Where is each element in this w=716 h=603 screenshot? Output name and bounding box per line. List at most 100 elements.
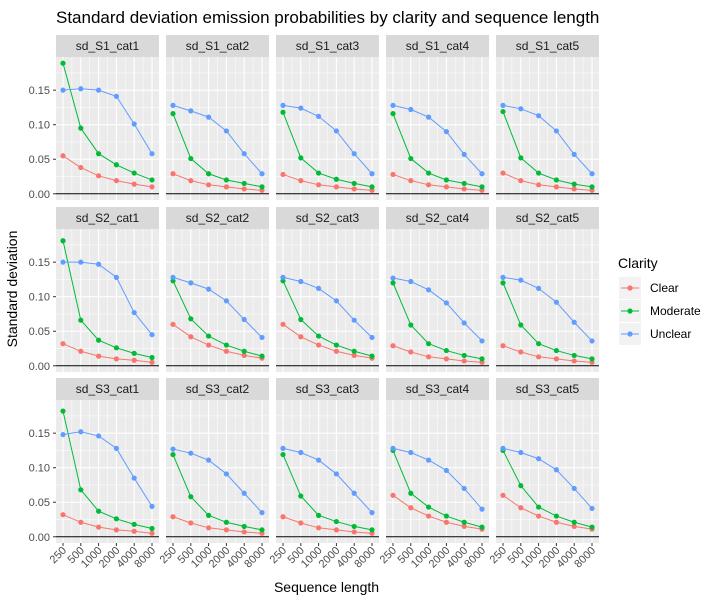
facet-panel: sd_S1_cat1 0.00 0.05 0.10 0.15 xyxy=(29,35,159,201)
data-point-moderate xyxy=(408,490,414,496)
data-point-clear xyxy=(536,182,542,188)
data-point-moderate xyxy=(461,180,467,187)
data-point-unclear xyxy=(96,433,102,439)
data-point-moderate xyxy=(188,494,194,500)
facet-strip xyxy=(56,378,159,400)
data-point-moderate xyxy=(259,353,265,359)
data-point-clear xyxy=(443,356,449,362)
data-point-unclear xyxy=(259,510,265,516)
data-point-moderate xyxy=(408,155,414,162)
data-point-moderate xyxy=(553,347,560,354)
series-line-clear xyxy=(172,173,263,191)
legend-title: Clarity xyxy=(618,255,658,271)
series-line-clear xyxy=(502,494,593,530)
facet-strip-label: sd_S2_cat4 xyxy=(406,211,470,225)
series-line-unclear xyxy=(502,104,593,175)
data-point-moderate xyxy=(170,451,176,458)
data-point-moderate xyxy=(298,316,304,323)
data-point-moderate xyxy=(280,451,286,458)
data-point-unclear xyxy=(170,102,176,108)
series-line-clear xyxy=(502,172,593,191)
series-line-moderate xyxy=(282,454,373,531)
data-point-unclear xyxy=(316,113,322,120)
data-point-unclear xyxy=(60,259,66,265)
data-point-clear xyxy=(298,520,304,526)
data-point-clear xyxy=(241,186,247,192)
data-point-unclear xyxy=(316,285,322,292)
data-point-unclear xyxy=(206,457,212,463)
series-line-unclear xyxy=(392,447,483,510)
data-point-clear xyxy=(461,523,467,530)
series-line-moderate xyxy=(172,113,263,188)
data-point-clear xyxy=(206,525,212,531)
data-point-unclear xyxy=(131,121,137,127)
data-point-unclear xyxy=(479,506,485,512)
data-point-unclear xyxy=(223,298,229,304)
data-point-unclear xyxy=(78,86,84,92)
data-point-unclear xyxy=(298,105,304,111)
series-line-unclear xyxy=(392,277,483,342)
data-point-clear xyxy=(188,334,194,340)
facet-strip xyxy=(166,35,269,57)
data-point-clear xyxy=(390,343,396,349)
data-point-clear xyxy=(443,184,449,190)
data-point-clear xyxy=(571,358,577,364)
data-point-unclear xyxy=(280,102,286,108)
series-line-moderate xyxy=(172,280,263,357)
y-tick-label: 0.00 xyxy=(29,189,50,201)
data-point-moderate xyxy=(408,322,414,328)
facet-strip xyxy=(276,378,379,400)
data-point-unclear xyxy=(188,280,194,286)
series-line-clear xyxy=(392,173,483,191)
data-point-clear xyxy=(241,352,247,359)
data-point-clear xyxy=(333,527,339,533)
y-tick-label: 0.10 xyxy=(29,292,50,304)
data-point-moderate xyxy=(390,111,396,117)
data-point-moderate xyxy=(500,108,506,115)
y-tick-label: 0.00 xyxy=(29,532,50,544)
data-point-moderate xyxy=(241,523,247,530)
data-point-clear xyxy=(298,178,304,184)
data-point-clear xyxy=(316,525,322,531)
data-point-unclear xyxy=(241,490,247,496)
data-point-moderate xyxy=(536,170,542,176)
data-point-moderate xyxy=(369,527,375,533)
facet-strip xyxy=(56,207,159,229)
data-point-moderate xyxy=(223,342,229,348)
data-point-moderate xyxy=(500,280,506,286)
series-line-moderate xyxy=(62,240,153,358)
y-tick-label: 0.05 xyxy=(29,326,50,338)
data-point-clear xyxy=(571,186,577,192)
facet-panel: sd_S2_cat2 xyxy=(166,207,269,372)
data-point-clear xyxy=(96,353,102,359)
data-point-moderate xyxy=(333,176,339,182)
data-point-moderate xyxy=(149,525,155,532)
y-tick-label: 0.05 xyxy=(29,497,50,509)
data-point-clear xyxy=(96,524,102,530)
series-line-moderate xyxy=(502,282,593,360)
data-point-clear xyxy=(170,171,176,177)
series-line-moderate xyxy=(392,113,483,188)
data-point-clear xyxy=(78,519,84,525)
data-point-clear xyxy=(78,164,84,171)
data-point-unclear xyxy=(390,275,396,281)
data-point-moderate xyxy=(589,524,595,530)
data-point-unclear xyxy=(316,457,322,463)
data-point-clear xyxy=(553,184,560,190)
data-point-moderate xyxy=(571,181,577,187)
data-point-unclear xyxy=(536,285,542,292)
data-point-moderate xyxy=(351,180,357,187)
facet-strip xyxy=(386,378,489,400)
facet-strip xyxy=(496,35,599,57)
facet-strip xyxy=(496,207,599,229)
data-point-moderate xyxy=(170,111,176,117)
x-axis-title: Sequence length xyxy=(274,579,379,595)
data-point-unclear xyxy=(78,429,84,435)
series-line-clear xyxy=(282,323,373,359)
series-line-moderate xyxy=(282,112,373,188)
series-line-clear xyxy=(392,494,483,530)
data-point-unclear xyxy=(408,106,414,113)
data-point-unclear xyxy=(443,300,449,306)
data-point-clear xyxy=(500,170,506,176)
